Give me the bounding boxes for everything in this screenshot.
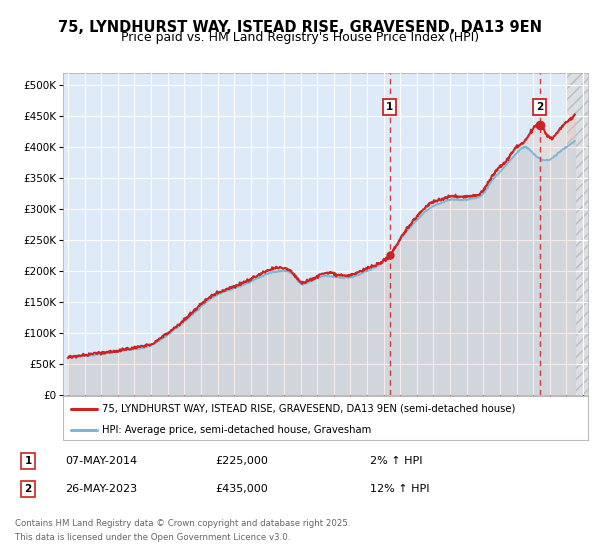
Text: £435,000: £435,000 — [215, 484, 268, 494]
Text: £225,000: £225,000 — [215, 456, 268, 466]
Bar — [566, 73, 592, 395]
Text: 07-MAY-2014: 07-MAY-2014 — [65, 456, 137, 466]
Text: Contains HM Land Registry data © Crown copyright and database right 2025.: Contains HM Land Registry data © Crown c… — [15, 519, 350, 528]
Text: 2: 2 — [25, 484, 32, 494]
Text: 12% ↑ HPI: 12% ↑ HPI — [370, 484, 430, 494]
Bar — [566, 73, 592, 395]
Text: 1: 1 — [25, 456, 32, 466]
Text: 1: 1 — [386, 101, 393, 111]
Text: 75, LYNDHURST WAY, ISTEAD RISE, GRAVESEND, DA13 9EN (semi-detached house): 75, LYNDHURST WAY, ISTEAD RISE, GRAVESEN… — [103, 404, 516, 413]
Text: 2: 2 — [536, 101, 544, 111]
Text: 26-MAY-2023: 26-MAY-2023 — [65, 484, 137, 494]
Text: 2% ↑ HPI: 2% ↑ HPI — [370, 456, 422, 466]
Text: This data is licensed under the Open Government Licence v3.0.: This data is licensed under the Open Gov… — [15, 533, 290, 542]
Text: Price paid vs. HM Land Registry's House Price Index (HPI): Price paid vs. HM Land Registry's House … — [121, 31, 479, 44]
Text: 75, LYNDHURST WAY, ISTEAD RISE, GRAVESEND, DA13 9EN: 75, LYNDHURST WAY, ISTEAD RISE, GRAVESEN… — [58, 20, 542, 35]
Text: HPI: Average price, semi-detached house, Gravesham: HPI: Average price, semi-detached house,… — [103, 425, 371, 435]
